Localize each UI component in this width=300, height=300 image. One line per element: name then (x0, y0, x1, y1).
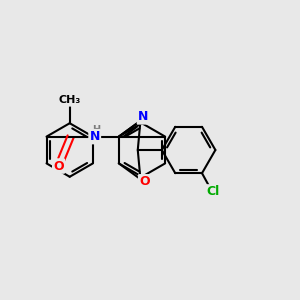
Text: O: O (139, 175, 150, 188)
Text: CH₃: CH₃ (58, 95, 81, 106)
Text: Cl: Cl (206, 185, 219, 198)
Text: N: N (138, 110, 148, 123)
Text: O: O (53, 160, 64, 172)
Text: N: N (89, 130, 100, 143)
Text: H: H (92, 125, 100, 135)
